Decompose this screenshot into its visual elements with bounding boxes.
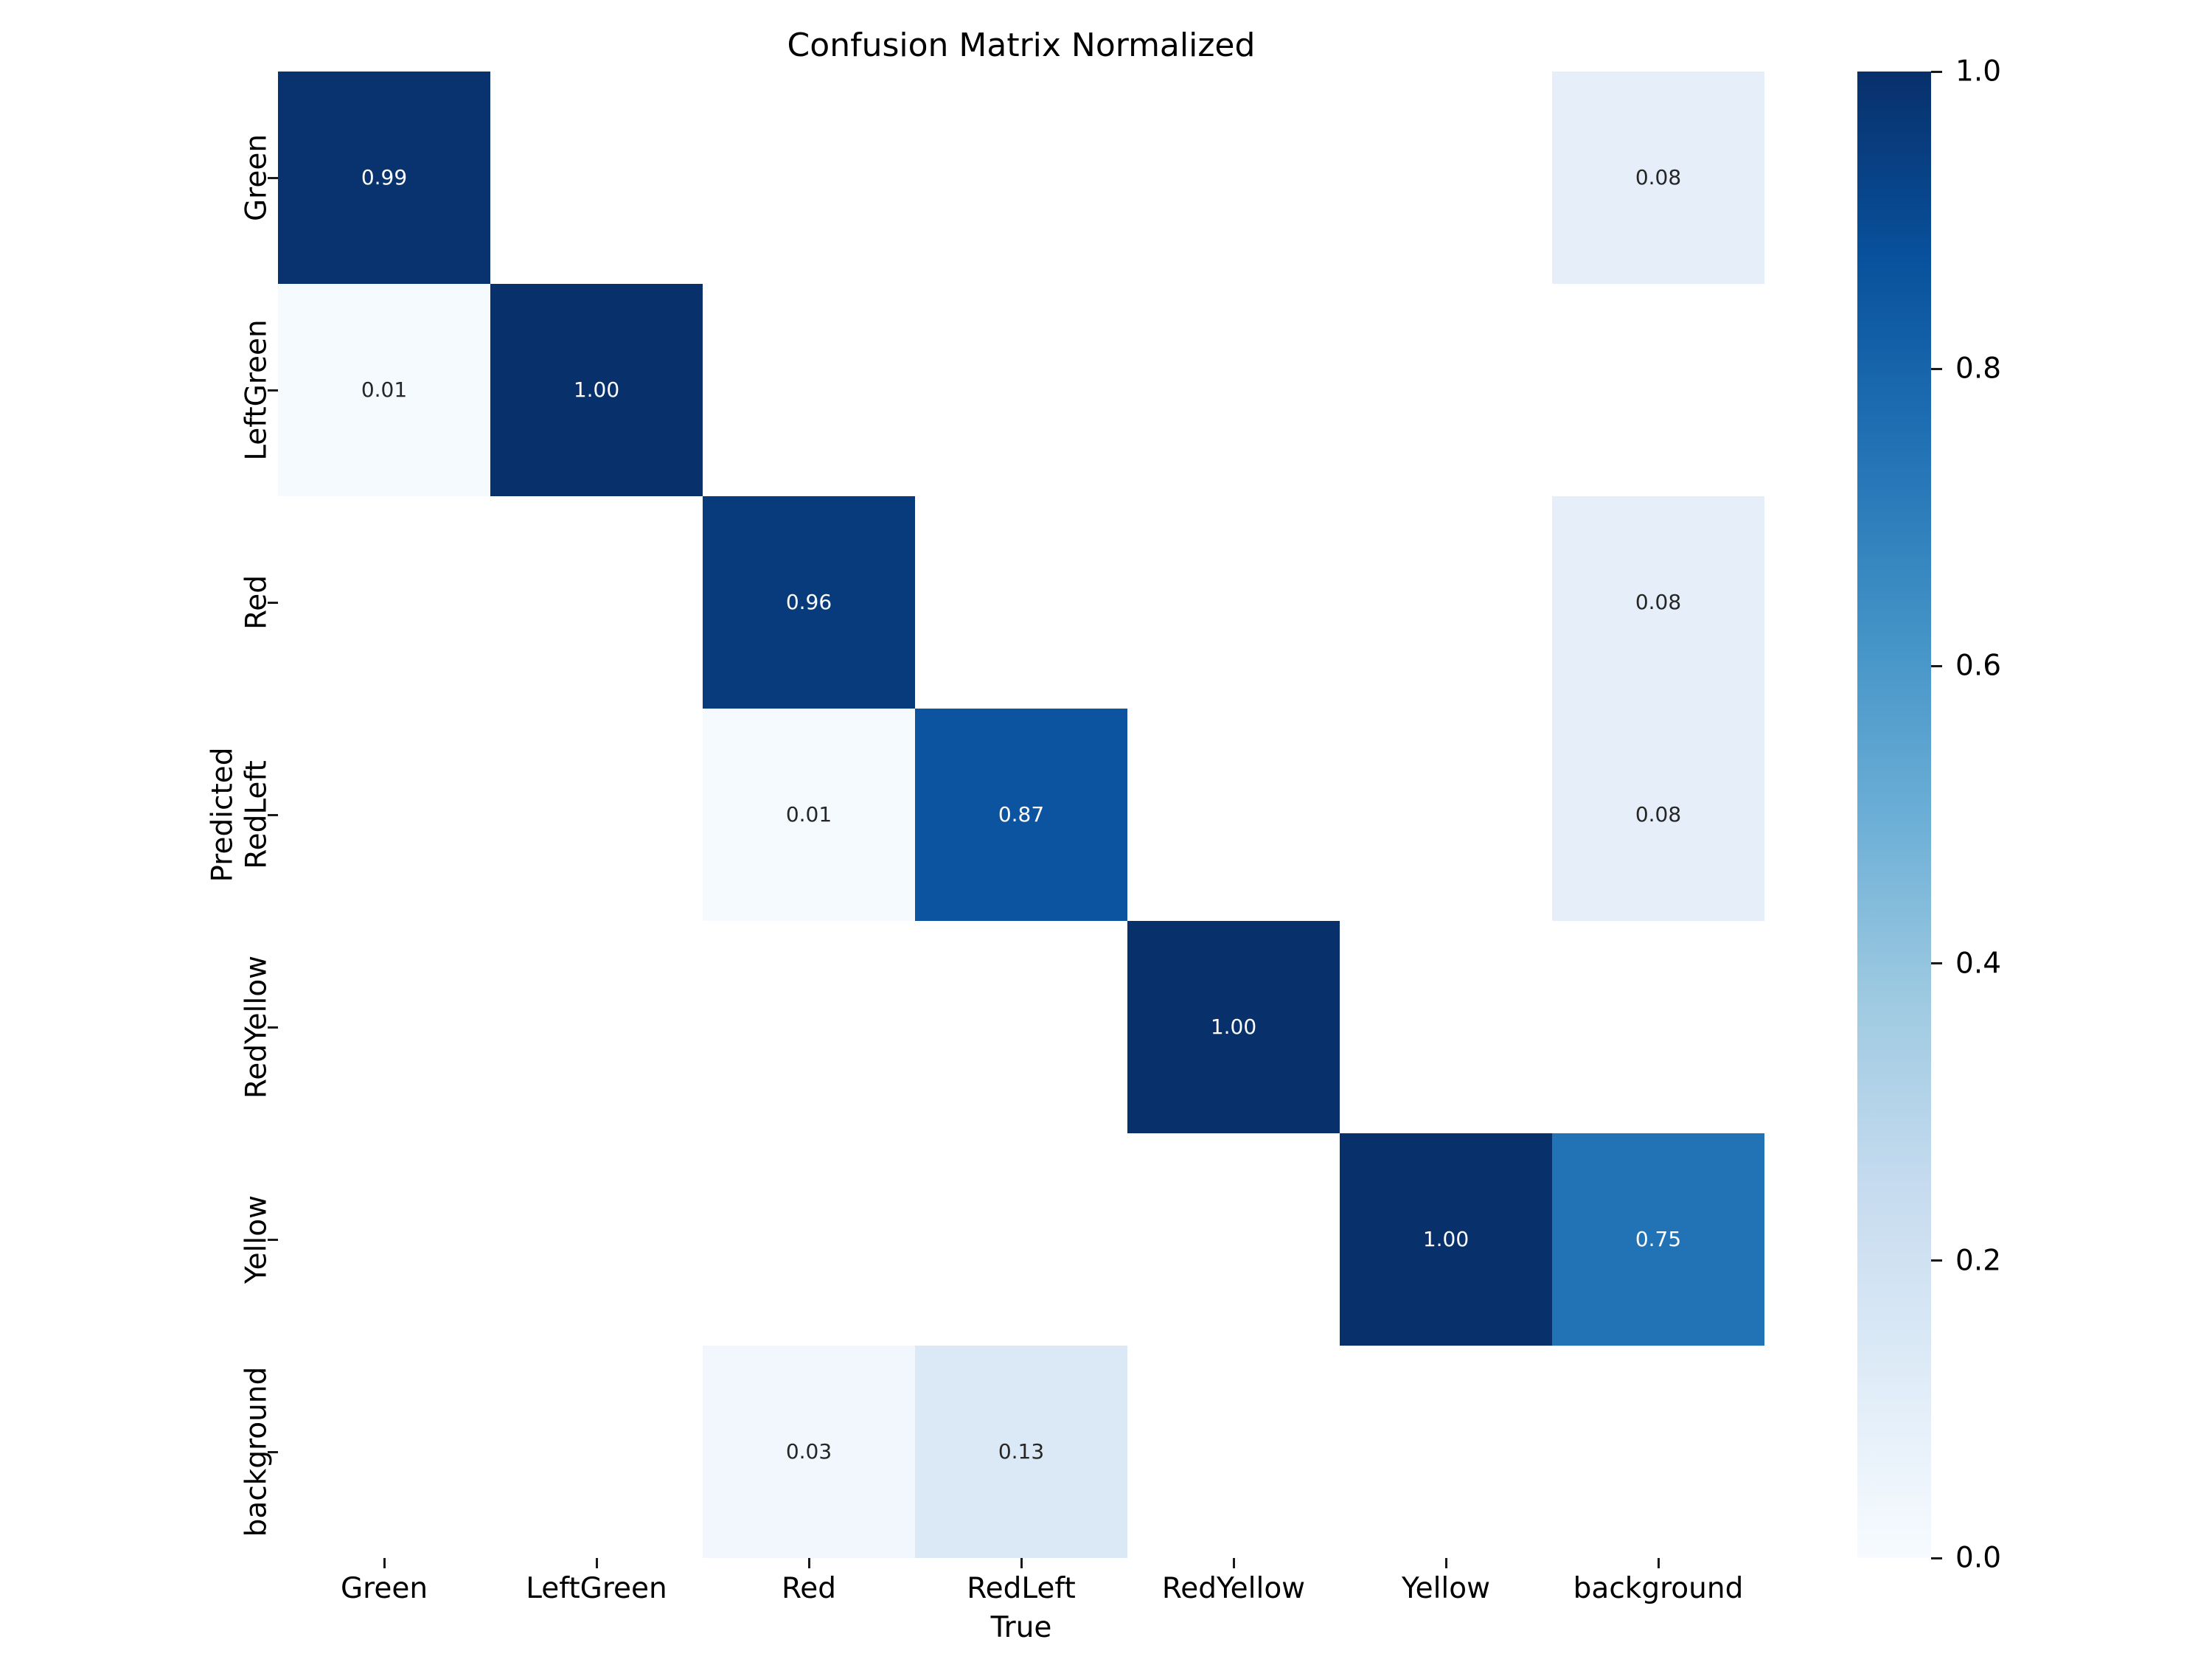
colorbar-tick-label: 0.0	[1955, 1541, 2002, 1575]
y-tick-mark	[268, 1450, 278, 1453]
x-tick-label: Green	[340, 1572, 428, 1605]
y-tick-mark	[268, 1238, 278, 1241]
cell-value: 0.99	[361, 165, 408, 189]
colorbar-tick-label: 0.4	[1955, 947, 2002, 981]
cell-value: 0.13	[998, 1439, 1045, 1464]
x-tick-mark	[1657, 1558, 1660, 1568]
cell-value: 0.08	[1635, 802, 1682, 827]
heatmap-cell: 0.08	[1552, 72, 1764, 284]
x-tick-label: RedYellow	[1161, 1572, 1306, 1605]
cell-value: 0.01	[785, 802, 832, 827]
y-tick-label: Red	[240, 574, 274, 630]
x-tick-mark	[1232, 1558, 1235, 1568]
colorbar	[1857, 72, 1931, 1558]
heatmap-cell: 1.00	[490, 284, 703, 496]
colorbar-tick-label: 0.2	[1955, 1244, 2002, 1278]
cell-value: 0.87	[998, 802, 1045, 827]
x-tick-label: Yellow	[1401, 1572, 1491, 1605]
x-tick-label: Red	[781, 1572, 837, 1605]
x-axis-label: True	[990, 1611, 1052, 1644]
y-tick-mark	[268, 813, 278, 816]
cell-value: 0.08	[1635, 165, 1682, 189]
cell-value: 0.03	[785, 1439, 832, 1464]
y-tick-mark	[268, 1026, 278, 1029]
y-tick-label: RedLeft	[240, 760, 274, 869]
y-tick-mark	[268, 601, 278, 604]
heatmap-axes: 0.99 0.08 0.01 1.00 0.96 0.08 0.01 0.87 0.08 1.00…	[278, 72, 1764, 1558]
heatmap-cell: 0.08	[1552, 496, 1764, 709]
y-tick-label: Green	[240, 133, 274, 222]
colorbar-tick-label: 0.6	[1955, 649, 2002, 683]
colorbar-tick-mark	[1931, 664, 1942, 667]
cell-value: 1.00	[1422, 1227, 1470, 1251]
heatmap-cell: 1.00	[1340, 1133, 1552, 1346]
heatmap-cell: 0.13	[915, 1346, 1127, 1558]
colorbar-tick-mark	[1931, 1259, 1942, 1262]
y-tick-label: RedYellow	[240, 955, 274, 1099]
x-tick-mark	[807, 1558, 810, 1568]
y-tick-label: LeftGreen	[240, 319, 274, 461]
colorbar-tick-mark	[1931, 70, 1942, 73]
x-tick-mark	[383, 1558, 386, 1568]
colorbar-tick-label: 0.8	[1955, 352, 2002, 386]
x-tick-label: background	[1573, 1572, 1744, 1605]
x-tick-label: LeftGreen	[526, 1572, 667, 1605]
cell-value: 1.00	[573, 378, 620, 402]
colorbar-tick-label: 1.0	[1955, 55, 2002, 88]
colorbar-tick-mark	[1931, 962, 1942, 965]
y-axis-label: Predicted	[206, 747, 240, 883]
cell-value: 1.00	[1210, 1015, 1257, 1039]
x-tick-mark	[1444, 1558, 1447, 1568]
heatmap-cell: 0.08	[1552, 709, 1764, 921]
y-tick-mark	[268, 176, 278, 179]
colorbar-tick-mark	[1931, 367, 1942, 370]
heatmap-cell: 0.01	[703, 709, 915, 921]
x-tick-mark	[1020, 1558, 1023, 1568]
y-tick-mark	[268, 389, 278, 392]
cell-value: 0.75	[1635, 1227, 1682, 1251]
heatmap-cell: 0.01	[278, 284, 490, 496]
y-tick-label: background	[240, 1366, 274, 1537]
heatmap-cell: 1.00	[1127, 921, 1340, 1133]
cell-value: 0.96	[785, 590, 832, 614]
cell-value: 0.08	[1635, 590, 1682, 614]
cell-value: 0.01	[361, 378, 408, 402]
chart-title: Confusion Matrix Normalized	[787, 27, 1256, 64]
x-tick-label: RedLeft	[967, 1572, 1076, 1605]
heatmap-cell: 0.87	[915, 709, 1127, 921]
colorbar-tick-mark	[1931, 1557, 1942, 1559]
heatmap-cell: 0.99	[278, 72, 490, 284]
y-tick-label: Yellow	[240, 1194, 274, 1284]
x-tick-mark	[595, 1558, 598, 1568]
heatmap-cell: 0.75	[1552, 1133, 1764, 1346]
heatmap-cell: 0.96	[703, 496, 915, 709]
heatmap-cell: 0.03	[703, 1346, 915, 1558]
